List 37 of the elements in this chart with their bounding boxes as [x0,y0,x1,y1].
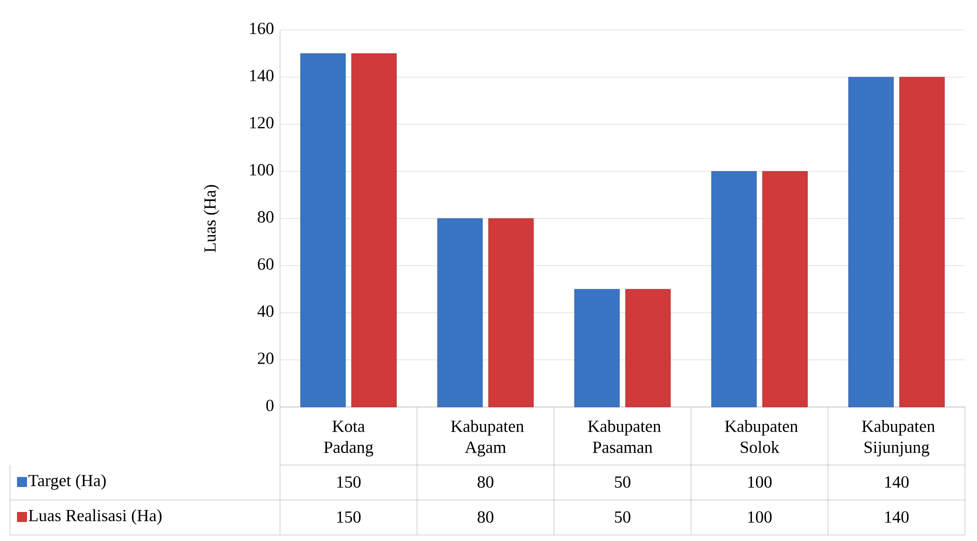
data-label: 100 [748,476,772,488]
bar [300,53,346,408]
data-label: 140 [885,511,909,523]
data-label: 150 [337,476,361,488]
data-label: 50 [614,476,630,488]
y-tick-label: 140 [250,70,274,82]
data-label: 80 [478,476,494,488]
legend-label: Luas Realisasi (Ha) [28,509,162,525]
y-axis-title: Luas (Ha) [204,185,220,252]
bar [351,53,397,408]
data-label: 100 [748,511,772,523]
bar [574,288,620,408]
y-tick-label: 100 [250,164,274,176]
y-tick-label: 60 [258,258,274,270]
y-tick-label: 80 [258,211,274,223]
bar [488,218,534,408]
bar [899,76,945,408]
x-tick-label: Kabupaten Sijunjung [862,420,935,456]
bar [711,171,757,408]
data-label: 80 [478,511,494,523]
x-tick-label: Kota Padang [324,420,374,456]
bar [848,76,894,408]
y-tick-label: 20 [258,352,274,364]
data-label: 50 [614,511,630,523]
bar [762,171,808,408]
y-tick-label: 160 [250,22,274,34]
data-label: 140 [885,476,909,488]
y-tick-label: 40 [257,305,274,317]
data-label: 150 [337,511,361,523]
y-tick-label: 120 [250,116,274,128]
x-tick-label: Kabupaten Agam [450,420,524,456]
bar [437,218,483,408]
x-tick-label: Kabupaten Solok [724,420,798,453]
legend-label: Target (Ha) [28,474,106,490]
y-tick-label: 0 [266,400,274,412]
bar [625,288,671,408]
x-tick-label: Kabupaten Pasaman [588,420,661,453]
